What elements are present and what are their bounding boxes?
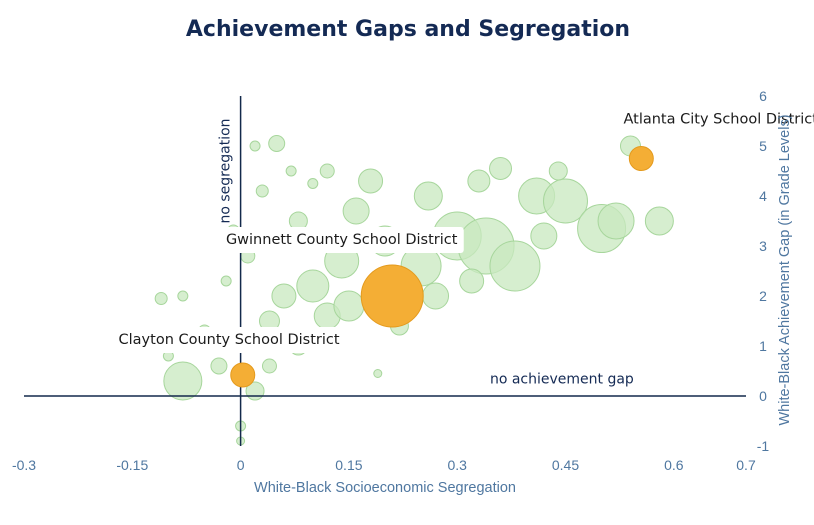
highlighted-bubble bbox=[628, 146, 654, 171]
highlighted-bubble bbox=[360, 264, 424, 328]
y-tick-label: 4 bbox=[759, 188, 767, 204]
bubble-point bbox=[307, 178, 319, 189]
callout-text: Clayton County School District bbox=[119, 332, 340, 348]
bubble-point bbox=[530, 222, 558, 250]
bubble-point bbox=[177, 290, 189, 302]
bubble-point bbox=[489, 157, 513, 180]
bubble-point bbox=[644, 206, 674, 236]
callout-label: Atlanta City School District bbox=[617, 106, 814, 133]
bubble-point bbox=[296, 269, 330, 303]
bubble-point bbox=[249, 140, 261, 152]
y-tick-label: 6 bbox=[759, 88, 767, 104]
bubble-point bbox=[220, 275, 232, 287]
bubble-point bbox=[285, 165, 297, 177]
bubble-point bbox=[358, 168, 384, 194]
x-tick-label: 0.3 bbox=[447, 457, 467, 473]
callout-labels: Atlanta City School District Gwinnett Cou… bbox=[112, 106, 814, 353]
bubble-point bbox=[413, 181, 443, 211]
bubble-point bbox=[373, 369, 383, 378]
callout-label-bg bbox=[219, 227, 464, 253]
callout-label-bg bbox=[617, 106, 814, 133]
bubble-point bbox=[319, 163, 335, 179]
x-tick-label: 0.7 bbox=[736, 457, 756, 473]
bubble-point bbox=[261, 358, 277, 374]
highlighted-bubbles bbox=[230, 146, 654, 388]
reference-lines: no segregation no achievement gap bbox=[24, 96, 746, 446]
x-tick-label: -0.15 bbox=[116, 457, 148, 473]
y-tick-label: 5 bbox=[759, 138, 767, 154]
callout-text: Atlanta City School District bbox=[623, 112, 814, 128]
y-tick-label: 1 bbox=[759, 338, 767, 354]
bubble-point bbox=[255, 184, 269, 198]
y-tick-label: 0 bbox=[759, 388, 767, 404]
no-segregation-label: no segregation bbox=[218, 118, 234, 223]
bubble-point bbox=[489, 240, 541, 292]
bubble-point bbox=[333, 290, 365, 322]
callout-label: Gwinnett County School District bbox=[219, 227, 464, 253]
x-axis-title: White-Black Socioeconomic Segregation bbox=[254, 480, 516, 496]
y-tick-label: -1 bbox=[757, 438, 770, 454]
bubble-point bbox=[271, 283, 297, 309]
bubble-point bbox=[467, 169, 491, 193]
x-tick-label: 0.15 bbox=[335, 457, 362, 473]
callout-text: Gwinnett County School District bbox=[226, 232, 458, 248]
bubble-point bbox=[342, 197, 370, 225]
x-tick-label: 0.6 bbox=[664, 457, 684, 473]
axis-ticks: -0.3 -0.15 0 0.15 0.3 0.45 0.6 0.7-1 0 1 2 3 4 5 6 bbox=[12, 88, 769, 473]
chart-title: Achievement Gaps and Segregation bbox=[186, 17, 630, 42]
highlighted-bubble bbox=[230, 362, 256, 388]
x-tick-label: 0.45 bbox=[552, 457, 579, 473]
y-tick-label: 2 bbox=[759, 288, 767, 304]
callout-label-bg bbox=[112, 327, 346, 353]
bubble-point bbox=[163, 361, 203, 401]
bubble-point bbox=[548, 161, 568, 181]
no-achievement-gap-label: no achievement gap bbox=[490, 372, 634, 388]
callout-label: Clayton County School District bbox=[112, 327, 346, 353]
bubble-point bbox=[154, 292, 168, 305]
x-tick-label: -0.3 bbox=[12, 457, 36, 473]
background-bubbles bbox=[154, 135, 674, 446]
bubble-point bbox=[459, 268, 485, 294]
y-axis-title: White-Black Achievement Gap (in Grade Le… bbox=[777, 114, 793, 425]
bubble-point bbox=[210, 357, 228, 375]
y-tick-label: 3 bbox=[759, 238, 767, 254]
x-tick-label: 0 bbox=[237, 457, 245, 473]
bubble-point bbox=[543, 178, 588, 224]
bubble-point bbox=[268, 135, 286, 152]
bubble-point bbox=[597, 202, 635, 240]
bubble-point bbox=[422, 282, 450, 310]
